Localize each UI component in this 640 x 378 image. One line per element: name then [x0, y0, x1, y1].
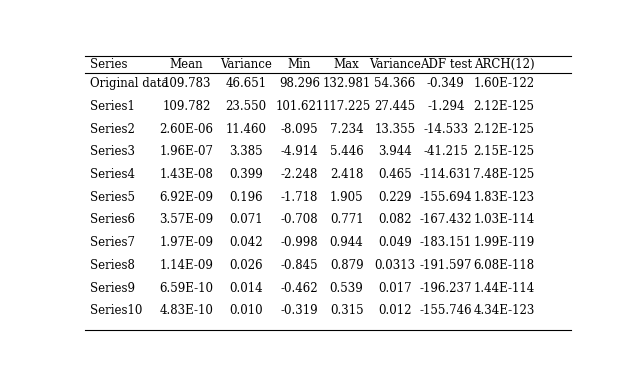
Text: 0.771: 0.771 — [330, 214, 364, 226]
Text: 109.783: 109.783 — [163, 77, 211, 90]
Text: -0.349: -0.349 — [427, 77, 465, 90]
Text: 13.355: 13.355 — [374, 123, 415, 136]
Text: -191.597: -191.597 — [420, 259, 472, 272]
Text: 117.225: 117.225 — [323, 100, 371, 113]
Text: 2.15E-125: 2.15E-125 — [474, 146, 534, 158]
Text: 1.83E-123: 1.83E-123 — [474, 191, 534, 204]
Text: 1.96E-07: 1.96E-07 — [159, 146, 214, 158]
Text: 11.460: 11.460 — [226, 123, 267, 136]
Text: 2.12E-125: 2.12E-125 — [474, 100, 534, 113]
Text: 1.60E-122: 1.60E-122 — [474, 77, 534, 90]
Text: Series1: Series1 — [90, 100, 135, 113]
Text: -155.694: -155.694 — [419, 191, 472, 204]
Text: -1.718: -1.718 — [281, 191, 318, 204]
Text: 6.92E-09: 6.92E-09 — [159, 191, 214, 204]
Text: 0.026: 0.026 — [229, 259, 263, 272]
Text: 1.905: 1.905 — [330, 191, 364, 204]
Text: 3.944: 3.944 — [378, 146, 412, 158]
Text: -0.462: -0.462 — [281, 282, 318, 294]
Text: 0.082: 0.082 — [378, 214, 412, 226]
Text: ADF test: ADF test — [420, 58, 472, 71]
Text: Series3: Series3 — [90, 146, 135, 158]
Text: Series7: Series7 — [90, 236, 135, 249]
Text: 4.83E-10: 4.83E-10 — [160, 304, 214, 317]
Text: -4.914: -4.914 — [281, 146, 318, 158]
Text: Variance: Variance — [220, 58, 272, 71]
Text: 23.550: 23.550 — [225, 100, 267, 113]
Text: 3.385: 3.385 — [229, 146, 263, 158]
Text: 132.981: 132.981 — [323, 77, 371, 90]
Text: 0.049: 0.049 — [378, 236, 412, 249]
Text: Min: Min — [288, 58, 311, 71]
Text: -8.095: -8.095 — [281, 123, 318, 136]
Text: 0.539: 0.539 — [330, 282, 364, 294]
Text: Mean: Mean — [170, 58, 204, 71]
Text: 0.010: 0.010 — [229, 304, 263, 317]
Text: 0.196: 0.196 — [229, 191, 263, 204]
Text: -0.319: -0.319 — [281, 304, 318, 317]
Text: 6.59E-10: 6.59E-10 — [159, 282, 214, 294]
Text: 109.782: 109.782 — [163, 100, 211, 113]
Text: 0.399: 0.399 — [229, 168, 263, 181]
Text: 1.97E-09: 1.97E-09 — [159, 236, 214, 249]
Text: 3.57E-09: 3.57E-09 — [159, 214, 214, 226]
Text: 54.366: 54.366 — [374, 77, 415, 90]
Text: 7.234: 7.234 — [330, 123, 364, 136]
Text: Series6: Series6 — [90, 214, 135, 226]
Text: 1.99E-119: 1.99E-119 — [474, 236, 534, 249]
Text: 98.296: 98.296 — [279, 77, 320, 90]
Text: 2.60E-06: 2.60E-06 — [159, 123, 214, 136]
Text: 0.071: 0.071 — [229, 214, 263, 226]
Text: 1.44E-114: 1.44E-114 — [474, 282, 534, 294]
Text: 0.042: 0.042 — [229, 236, 263, 249]
Text: Series9: Series9 — [90, 282, 135, 294]
Text: -14.533: -14.533 — [423, 123, 468, 136]
Text: -0.845: -0.845 — [281, 259, 318, 272]
Text: -114.631: -114.631 — [420, 168, 472, 181]
Text: Max: Max — [333, 58, 360, 71]
Text: Series4: Series4 — [90, 168, 135, 181]
Text: 0.315: 0.315 — [330, 304, 364, 317]
Text: ARCH(12): ARCH(12) — [474, 58, 534, 71]
Text: 0.229: 0.229 — [378, 191, 412, 204]
Text: -0.708: -0.708 — [281, 214, 318, 226]
Text: 0.879: 0.879 — [330, 259, 364, 272]
Text: 2.12E-125: 2.12E-125 — [474, 123, 534, 136]
Text: 0.014: 0.014 — [229, 282, 263, 294]
Text: Original data: Original data — [90, 77, 168, 90]
Text: -167.432: -167.432 — [420, 214, 472, 226]
Text: 27.445: 27.445 — [374, 100, 415, 113]
Text: -0.998: -0.998 — [281, 236, 318, 249]
Text: 1.14E-09: 1.14E-09 — [160, 259, 214, 272]
Text: 0.017: 0.017 — [378, 282, 412, 294]
Text: Series5: Series5 — [90, 191, 135, 204]
Text: 0.465: 0.465 — [378, 168, 412, 181]
Text: Series8: Series8 — [90, 259, 135, 272]
Text: 46.651: 46.651 — [225, 77, 267, 90]
Text: 7.48E-125: 7.48E-125 — [474, 168, 534, 181]
Text: 4.34E-123: 4.34E-123 — [474, 304, 535, 317]
Text: -2.248: -2.248 — [281, 168, 318, 181]
Text: Variance: Variance — [369, 58, 421, 71]
Text: 5.446: 5.446 — [330, 146, 364, 158]
Text: -155.746: -155.746 — [419, 304, 472, 317]
Text: -183.151: -183.151 — [420, 236, 472, 249]
Text: -41.215: -41.215 — [424, 146, 468, 158]
Text: 6.08E-118: 6.08E-118 — [474, 259, 534, 272]
Text: Series: Series — [90, 58, 127, 71]
Text: 1.43E-08: 1.43E-08 — [160, 168, 214, 181]
Text: 2.418: 2.418 — [330, 168, 364, 181]
Text: Series2: Series2 — [90, 123, 135, 136]
Text: 0.944: 0.944 — [330, 236, 364, 249]
Text: 0.012: 0.012 — [378, 304, 412, 317]
Text: 1.03E-114: 1.03E-114 — [474, 214, 534, 226]
Text: 0.0313: 0.0313 — [374, 259, 415, 272]
Text: -196.237: -196.237 — [420, 282, 472, 294]
Text: -1.294: -1.294 — [427, 100, 465, 113]
Text: 101.621: 101.621 — [275, 100, 324, 113]
Text: Series10: Series10 — [90, 304, 142, 317]
